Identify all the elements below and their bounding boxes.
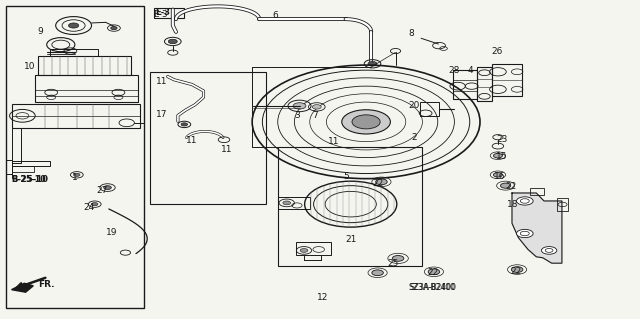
- Circle shape: [376, 179, 387, 185]
- Circle shape: [428, 269, 440, 275]
- Circle shape: [392, 256, 404, 261]
- Text: 4: 4: [467, 66, 473, 75]
- Bar: [420, 102, 439, 116]
- Circle shape: [368, 62, 377, 66]
- Text: 11: 11: [328, 137, 340, 146]
- Text: FR.: FR.: [38, 280, 55, 289]
- Text: SZ3A-B2400: SZ3A-B2400: [410, 283, 456, 292]
- Circle shape: [74, 173, 80, 176]
- Bar: [12, 161, 50, 166]
- Bar: [38, 56, 131, 75]
- Text: 28: 28: [448, 66, 460, 75]
- Bar: [50, 49, 98, 56]
- Bar: [6, 6, 144, 308]
- Text: 22: 22: [511, 267, 522, 276]
- Text: 11: 11: [221, 145, 232, 154]
- Text: 11: 11: [186, 136, 197, 145]
- Text: E-3: E-3: [156, 8, 170, 17]
- Bar: [12, 104, 140, 128]
- Circle shape: [511, 267, 523, 272]
- Circle shape: [312, 105, 321, 109]
- Bar: [35, 75, 138, 102]
- Text: B-25-10: B-25-10: [12, 175, 49, 184]
- Text: 3: 3: [294, 111, 300, 120]
- Text: 21: 21: [346, 235, 357, 244]
- Text: 17: 17: [156, 110, 167, 119]
- Circle shape: [541, 247, 557, 254]
- Text: 11: 11: [156, 77, 167, 86]
- Circle shape: [168, 39, 177, 44]
- Circle shape: [493, 173, 502, 177]
- Circle shape: [104, 186, 111, 189]
- Polygon shape: [12, 283, 33, 292]
- Text: 22: 22: [428, 268, 439, 277]
- Text: 23: 23: [496, 135, 508, 144]
- Text: 1: 1: [72, 173, 77, 182]
- Text: 26: 26: [492, 47, 503, 56]
- Bar: [150, 72, 266, 204]
- Text: 5: 5: [344, 172, 349, 181]
- Circle shape: [111, 26, 117, 30]
- Text: 2: 2: [411, 133, 417, 142]
- Circle shape: [493, 153, 502, 158]
- Circle shape: [352, 115, 380, 129]
- Text: 15: 15: [496, 152, 508, 161]
- Circle shape: [92, 203, 98, 206]
- Bar: [12, 166, 34, 172]
- Circle shape: [516, 229, 533, 238]
- Text: 9: 9: [37, 27, 43, 36]
- Text: 16: 16: [494, 172, 506, 181]
- Bar: [530, 188, 544, 195]
- Bar: [296, 242, 331, 255]
- Polygon shape: [512, 193, 562, 263]
- Text: 10: 10: [24, 63, 36, 71]
- Text: 27: 27: [96, 186, 108, 195]
- Circle shape: [283, 201, 291, 205]
- Text: 20: 20: [408, 101, 420, 110]
- Text: 6: 6: [272, 11, 278, 20]
- Text: B-25-10: B-25-10: [12, 175, 46, 184]
- Bar: [154, 8, 184, 18]
- Bar: [278, 197, 310, 209]
- Text: 25: 25: [387, 259, 399, 268]
- Circle shape: [516, 197, 533, 205]
- Text: E-3: E-3: [154, 10, 168, 19]
- Circle shape: [181, 123, 188, 126]
- Bar: [557, 198, 568, 211]
- Bar: [453, 70, 477, 99]
- Bar: [278, 147, 422, 266]
- Text: 22: 22: [506, 182, 517, 191]
- Circle shape: [293, 103, 306, 109]
- Circle shape: [342, 110, 390, 134]
- Text: 12: 12: [317, 293, 328, 302]
- Bar: [477, 67, 492, 101]
- Bar: [492, 64, 522, 96]
- Circle shape: [500, 183, 511, 188]
- Text: SZ3A-B2400: SZ3A-B2400: [408, 283, 455, 292]
- Text: 19: 19: [106, 228, 117, 237]
- Text: 22: 22: [372, 179, 384, 188]
- Circle shape: [68, 23, 79, 28]
- Text: 7: 7: [312, 111, 318, 120]
- Circle shape: [300, 249, 308, 252]
- Text: 8: 8: [408, 29, 414, 38]
- Bar: [12, 128, 21, 163]
- Text: 18: 18: [507, 200, 518, 209]
- Circle shape: [372, 270, 383, 276]
- Text: 24: 24: [83, 203, 95, 212]
